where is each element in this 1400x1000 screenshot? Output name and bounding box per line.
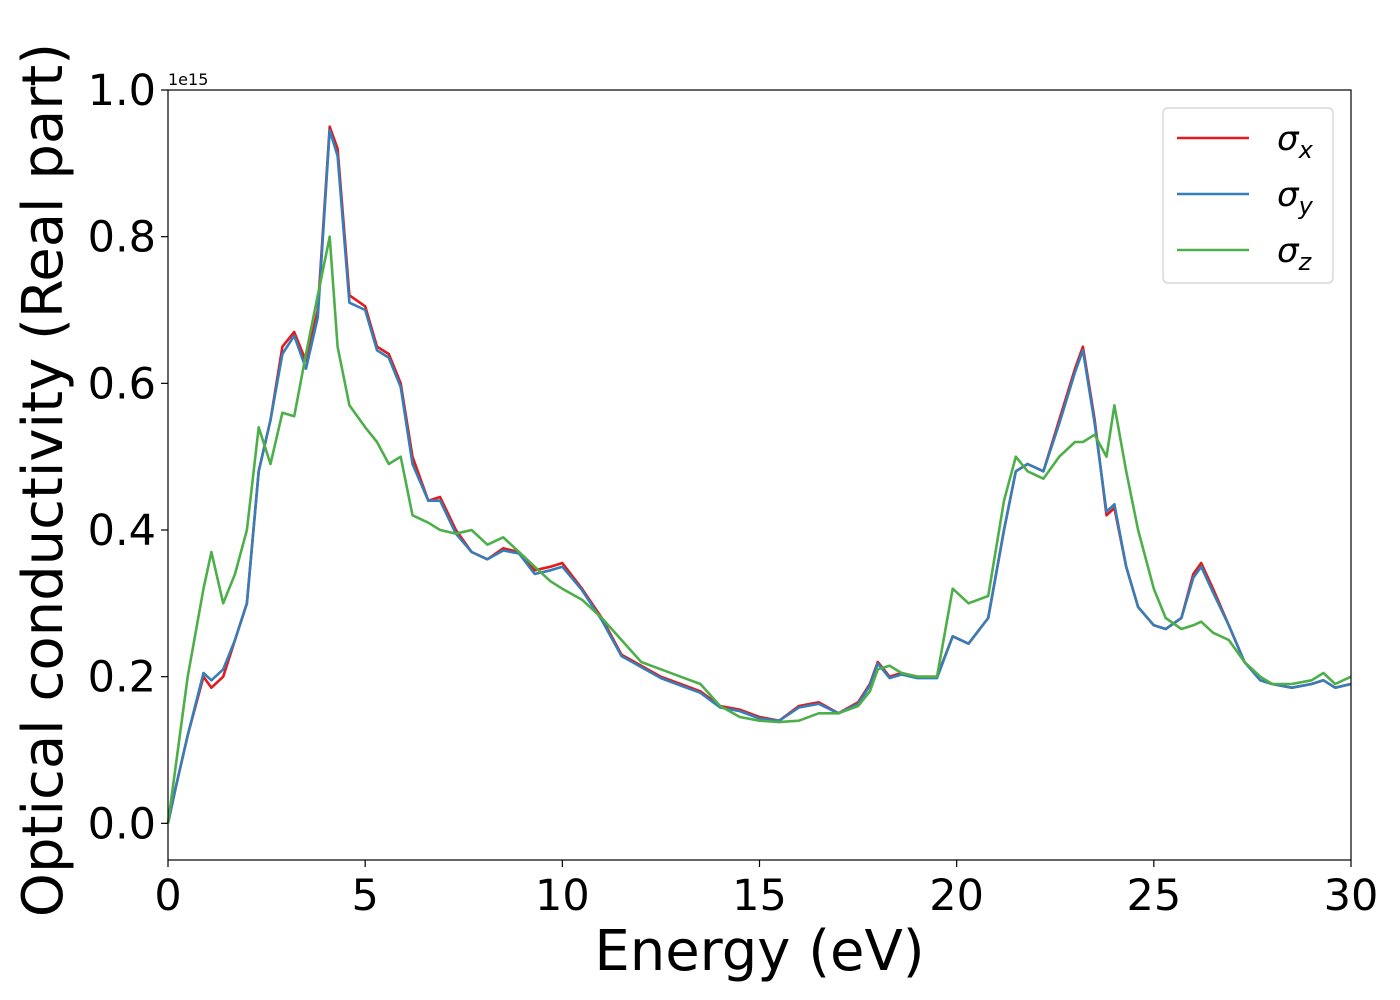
x-tick-label: 15 [732,871,787,921]
x-tick-label: 5 [351,871,378,921]
legend: σx σy σz [1162,107,1334,284]
series-line-3 [166,235,1352,824]
series-line-2 [166,129,1352,824]
y-tick-label: 0.0 [88,799,156,849]
x-axis-ticks: 0 5 10 15 20 25 30 [154,860,1378,921]
x-tick-label: 30 [1324,871,1379,921]
series-lines [166,125,1352,824]
y-tick-label: 0.2 [88,653,156,703]
y-tick-label: 0.6 [88,359,156,409]
y-tick-label: 0.8 [88,213,156,263]
legend-label: σz [1277,231,1313,276]
legend-box [1162,107,1334,284]
x-tick-label: 20 [929,871,984,921]
x-axis-title: Energy (eV) [594,919,924,984]
x-tick-label: 0 [154,871,181,921]
y-axis-ticks: 0.0 0.2 0.4 0.6 0.8 1.0 [88,66,168,849]
legend-label: σy [1277,175,1314,220]
y-tick-label: 1.0 [88,66,156,116]
x-tick-label: 25 [1126,871,1181,921]
legend-label: σx [1277,119,1314,164]
y-offset-label: 1e15 [168,70,208,89]
x-tick-label: 10 [535,871,590,921]
y-tick-label: 0.4 [88,506,156,556]
y-axis-title: Optical conductivity (Real part) [11,43,76,917]
